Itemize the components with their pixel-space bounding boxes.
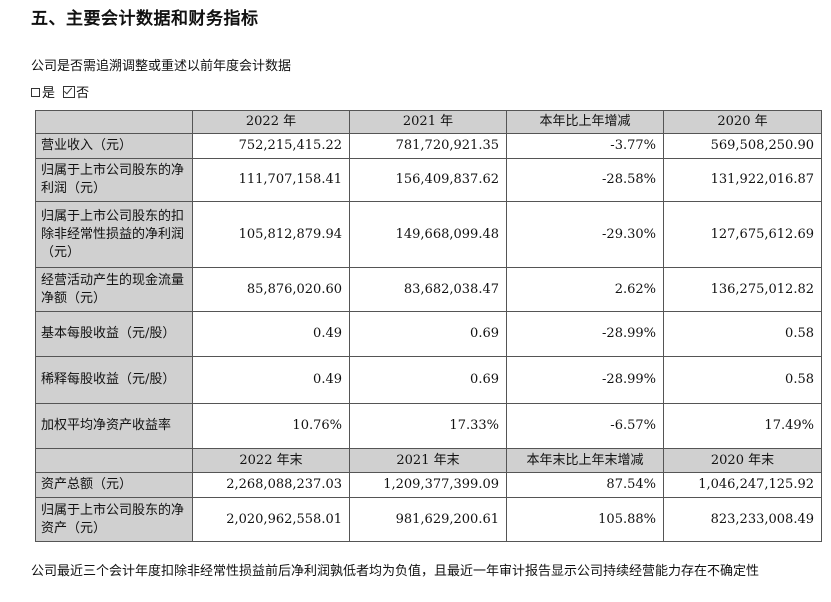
header-cell: [35, 448, 193, 473]
table-cell: 569,508,250.90: [663, 133, 822, 159]
table-cell: 781,720,921.35: [349, 133, 507, 159]
row-label: 归属于上市公司股东的净资产（元）: [35, 497, 193, 542]
yes-checkbox-empty: [31, 88, 40, 97]
table-cell: 2.62%: [506, 267, 664, 312]
table-cell: 752,215,415.22: [192, 133, 350, 159]
section-heading: 五、主要会计数据和财务指标: [31, 9, 259, 29]
going-concern-note: 公司最近三个会计年度扣除非经常性损益前后净利润孰低者均为负值，且最近一年审计报告…: [31, 564, 760, 579]
table-cell: 1,209,377,399.09: [349, 472, 507, 498]
row-label: 稀释每股收益（元/股）: [35, 356, 193, 404]
header-cell: 2021 年末: [349, 448, 507, 473]
table-row: 归属于上市公司股东的净资产（元） 2,020,962,558.01 981,62…: [35, 497, 822, 542]
header-cell: 2020 年末: [663, 448, 822, 473]
table-row: 加权平均净资产收益率 10.76% 17.33% -6.57% 17.49%: [35, 403, 822, 449]
table-cell: 87.54%: [506, 472, 664, 498]
table-cell: 156,409,837.62: [349, 158, 507, 202]
row-label: 资产总额（元）: [35, 472, 193, 498]
table-row: 资产总额（元） 2,268,088,237.03 1,209,377,399.0…: [35, 472, 822, 498]
header-cell: 2022 年末: [192, 448, 350, 473]
header-cell: 2022 年: [192, 110, 350, 134]
financial-indicators-table: 2022 年 2021 年 本年比上年增减 2020 年 营业收入（元） 752…: [35, 110, 822, 542]
table-cell: 2,020,962,558.01: [192, 497, 350, 542]
table-cell: 127,675,612.69: [663, 201, 822, 268]
table-cell: 17.49%: [663, 403, 822, 449]
header-cell: 本年比上年增减: [506, 110, 664, 134]
header-cell: [35, 110, 193, 134]
header-cell: 本年末比上年末增减: [506, 448, 664, 473]
table-cell: 981,629,200.61: [349, 497, 507, 542]
row-label: 归属于上市公司股东的扣除非经常性损益的净利润（元）: [35, 201, 193, 268]
table-cell: -3.77%: [506, 133, 664, 159]
table-header-row: 2022 年 2021 年 本年比上年增减 2020 年: [35, 110, 822, 134]
table-cell: 105,812,879.94: [192, 201, 350, 268]
table-cell: 1,046,247,125.92: [663, 472, 822, 498]
table-subheader-row: 2022 年末 2021 年末 本年末比上年末增减 2020 年末: [35, 448, 822, 473]
option-yes-label: 是: [42, 86, 56, 101]
table-cell: 2,268,088,237.03: [192, 472, 350, 498]
row-label: 营业收入（元）: [35, 133, 193, 159]
table-row: 营业收入（元） 752,215,415.22 781,720,921.35 -3…: [35, 133, 822, 159]
table-row: 稀释每股收益（元/股） 0.49 0.69 -28.99% 0.58: [35, 356, 822, 404]
table-cell: 0.49: [192, 356, 350, 404]
table-cell: 823,233,008.49: [663, 497, 822, 542]
table-cell: 83,682,038.47: [349, 267, 507, 312]
table-row: 基本每股收益（元/股） 0.49 0.69 -28.99% 0.58: [35, 311, 822, 357]
option-no-label: 否: [76, 86, 90, 101]
table-cell: 0.58: [663, 311, 822, 357]
table-cell: -6.57%: [506, 403, 664, 449]
row-label: 经营活动产生的现金流量净额（元）: [35, 267, 193, 312]
row-label: 基本每股收益（元/股）: [35, 311, 193, 357]
restatement-answer: 是 否: [31, 82, 89, 101]
table-cell: 10.76%: [192, 403, 350, 449]
table-cell: 85,876,020.60: [192, 267, 350, 312]
table-cell: 0.69: [349, 311, 507, 357]
check-icon: [64, 85, 73, 95]
table-cell: -28.58%: [506, 158, 664, 202]
table-cell: 131,922,016.87: [663, 158, 822, 202]
table-row: 归属于上市公司股东的扣除非经常性损益的净利润（元） 105,812,879.94…: [35, 201, 822, 268]
table-cell: -29.30%: [506, 201, 664, 268]
table-cell: -28.99%: [506, 356, 664, 404]
table-cell: 0.58: [663, 356, 822, 404]
table-cell: 0.69: [349, 356, 507, 404]
table-cell: 136,275,012.82: [663, 267, 822, 312]
table-cell: 111,707,158.41: [192, 158, 350, 202]
row-label: 加权平均净资产收益率: [35, 403, 193, 449]
table-row: 归属于上市公司股东的净利润（元） 111,707,158.41 156,409,…: [35, 158, 822, 202]
table-cell: 0.49: [192, 311, 350, 357]
table-cell: 149,668,099.48: [349, 201, 507, 268]
restatement-question: 公司是否需追溯调整或重述以前年度会计数据: [31, 59, 292, 74]
table-row: 经营活动产生的现金流量净额（元） 85,876,020.60 83,682,03…: [35, 267, 822, 312]
table-cell: 105.88%: [506, 497, 664, 542]
table-cell: -28.99%: [506, 311, 664, 357]
header-cell: 2020 年: [663, 110, 822, 134]
no-checkbox-checked: [63, 85, 76, 98]
header-cell: 2021 年: [349, 110, 507, 134]
table-cell: 17.33%: [349, 403, 507, 449]
row-label: 归属于上市公司股东的净利润（元）: [35, 158, 193, 202]
